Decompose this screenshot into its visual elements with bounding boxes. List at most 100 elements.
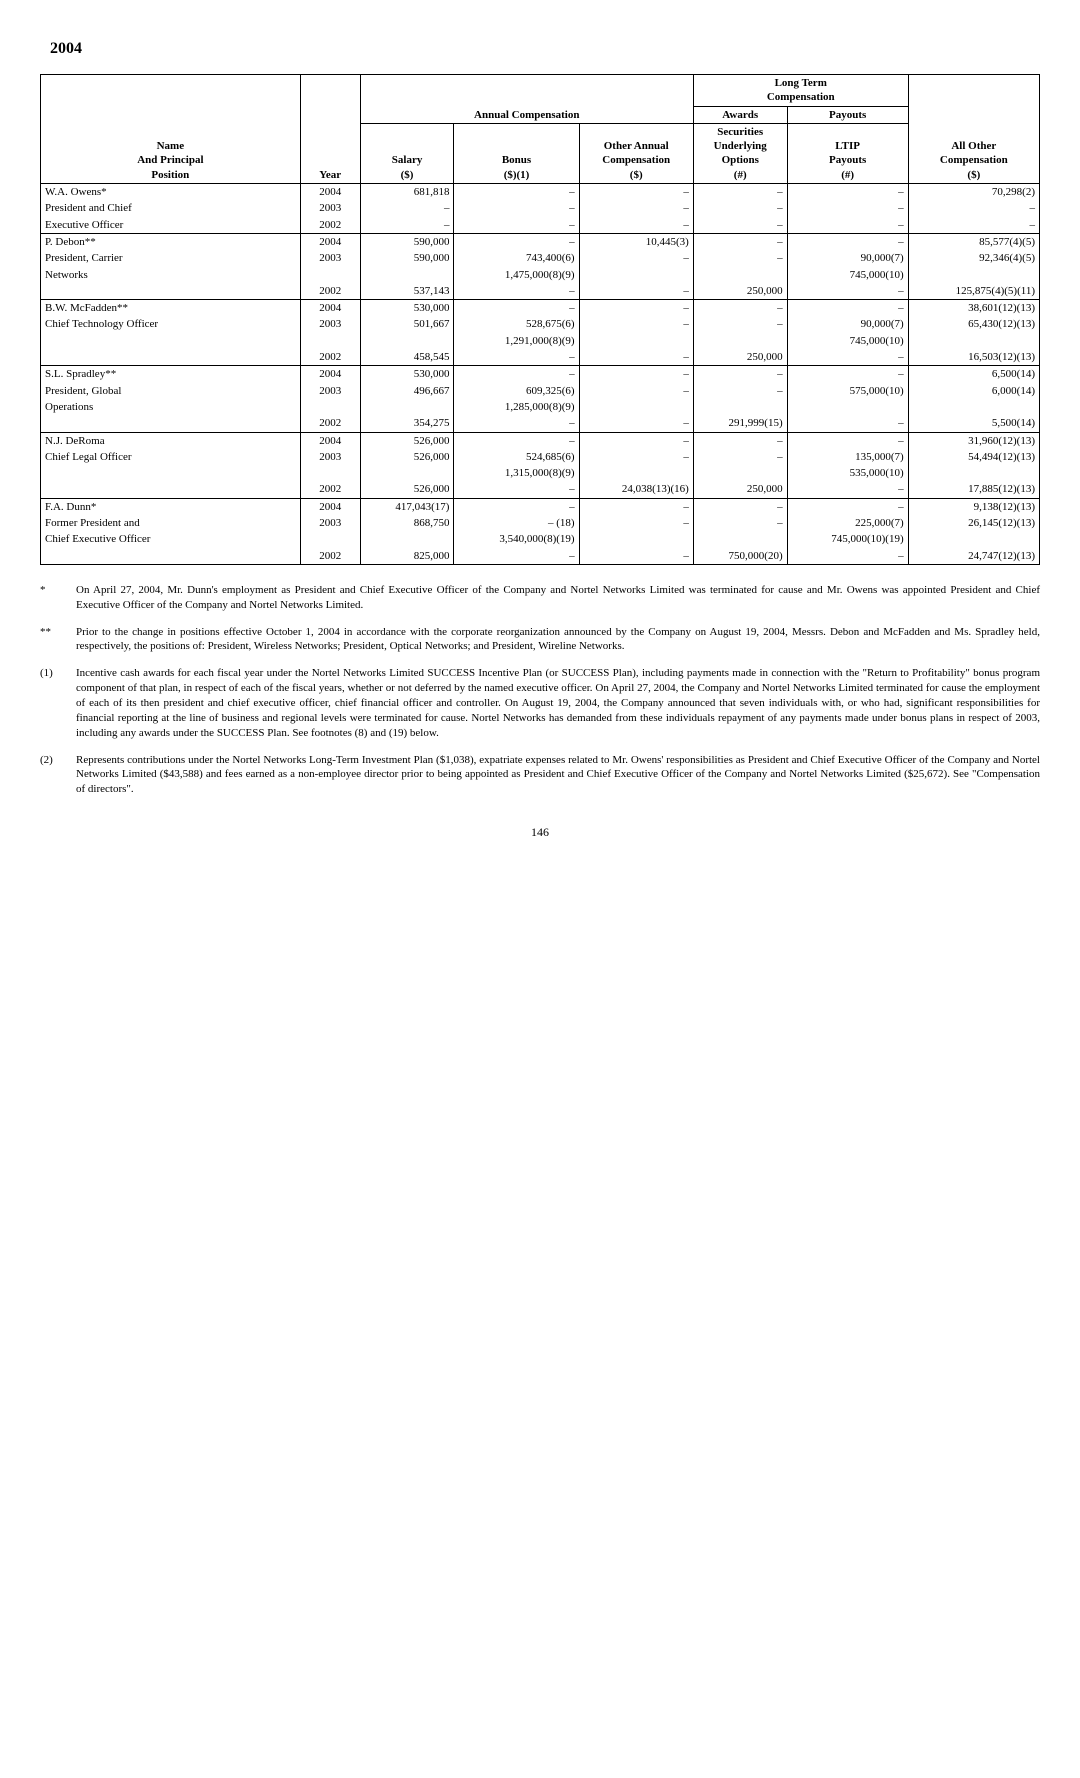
hdr-bonus: Bonus($)(1)	[454, 123, 579, 183]
bonus-cell: 524,685(6)	[454, 449, 579, 465]
other-cell: –	[579, 366, 693, 383]
salary-cell: 681,818	[360, 184, 454, 201]
other-cell: –	[579, 184, 693, 201]
name-cell: B.W. McFadden**	[41, 300, 301, 317]
bonus-cell: 528,675(6)	[454, 316, 579, 332]
allother-cell	[908, 531, 1039, 547]
name-cell: Chief Technology Officer	[41, 316, 301, 332]
allother-cell: 92,346(4)(5)	[908, 250, 1039, 266]
other-cell	[579, 333, 693, 349]
footnote-marker: (1)	[40, 666, 76, 740]
year-cell: 2002	[300, 481, 360, 498]
name-cell	[41, 415, 301, 432]
securities-cell: –	[693, 449, 787, 465]
securities-cell: –	[693, 432, 787, 449]
ltip-cell: –	[787, 200, 908, 216]
salary-cell: 501,667	[360, 316, 454, 332]
bonus-cell: 1,285,000(8)(9)	[454, 399, 579, 415]
ltip-cell: –	[787, 481, 908, 498]
footnote: (2)Represents contributions under the No…	[40, 753, 1040, 798]
allother-cell: 54,494(12)(13)	[908, 449, 1039, 465]
name-cell	[41, 465, 301, 481]
allother-cell: 5,500(14)	[908, 415, 1039, 432]
bonus-cell: –	[454, 481, 579, 498]
year-cell: 2002	[300, 415, 360, 432]
year-cell: 2002	[300, 217, 360, 234]
other-cell: –	[579, 515, 693, 531]
year-cell: 2002	[300, 548, 360, 565]
name-cell	[41, 548, 301, 565]
other-cell: –	[579, 250, 693, 266]
hdr-year: Year	[300, 123, 360, 183]
year-cell: 2003	[300, 316, 360, 332]
allother-cell	[908, 399, 1039, 415]
securities-cell	[693, 333, 787, 349]
salary-cell: –	[360, 217, 454, 234]
bonus-cell: 743,400(6)	[454, 250, 579, 266]
ltip-cell: –	[787, 300, 908, 317]
ltip-cell: 135,000(7)	[787, 449, 908, 465]
allother-cell	[908, 333, 1039, 349]
bonus-cell: 3,540,000(8)(19)	[454, 531, 579, 547]
other-cell	[579, 267, 693, 283]
other-cell: –	[579, 283, 693, 300]
ltip-cell: –	[787, 184, 908, 201]
year-cell: 2003	[300, 200, 360, 216]
compensation-table: Long TermCompensation Annual Compensatio…	[40, 74, 1040, 565]
securities-cell: –	[693, 300, 787, 317]
securities-cell: –	[693, 316, 787, 332]
bonus-cell: –	[454, 415, 579, 432]
year-cell	[300, 267, 360, 283]
ltip-cell: 745,000(10)	[787, 333, 908, 349]
hdr-annual: Annual Compensation	[360, 106, 693, 123]
other-cell: –	[579, 432, 693, 449]
salary-cell: 354,275	[360, 415, 454, 432]
salary-cell: 530,000	[360, 300, 454, 317]
year-cell: 2002	[300, 283, 360, 300]
footnote-marker: **	[40, 625, 76, 655]
securities-cell: –	[693, 366, 787, 383]
allother-cell	[908, 267, 1039, 283]
ltip-cell: –	[787, 498, 908, 515]
year-cell: 2003	[300, 515, 360, 531]
securities-cell: 291,999(15)	[693, 415, 787, 432]
ltip-cell: 535,000(10)	[787, 465, 908, 481]
bonus-cell: 1,291,000(8)(9)	[454, 333, 579, 349]
securities-cell: –	[693, 184, 787, 201]
allother-cell: 16,503(12)(13)	[908, 349, 1039, 366]
other-cell: –	[579, 548, 693, 565]
securities-cell: –	[693, 217, 787, 234]
allother-cell: 17,885(12)(13)	[908, 481, 1039, 498]
securities-cell	[693, 531, 787, 547]
ltip-cell: 90,000(7)	[787, 316, 908, 332]
other-cell: –	[579, 200, 693, 216]
ltip-cell: –	[787, 283, 908, 300]
ltip-cell: –	[787, 366, 908, 383]
bonus-cell: –	[454, 498, 579, 515]
name-cell: W.A. Owens*	[41, 184, 301, 201]
name-cell: P. Debon**	[41, 233, 301, 250]
bonus-cell: 1,315,000(8)(9)	[454, 465, 579, 481]
allother-cell: 65,430(12)(13)	[908, 316, 1039, 332]
year-cell	[300, 531, 360, 547]
hdr-allother: All OtherCompensation($)	[908, 123, 1039, 183]
hdr-ltip: LTIPPayouts(#)	[787, 123, 908, 183]
allother-cell: 38,601(12)(13)	[908, 300, 1039, 317]
hdr-longterm: Long TermCompensation	[693, 75, 908, 107]
bonus-cell: –	[454, 283, 579, 300]
ltip-cell: 575,000(10)	[787, 383, 908, 399]
bonus-cell: –	[454, 217, 579, 234]
salary-cell: 526,000	[360, 432, 454, 449]
securities-cell: 250,000	[693, 349, 787, 366]
ltip-cell: 745,000(10)(19)	[787, 531, 908, 547]
hdr-other: Other AnnualCompensation($)	[579, 123, 693, 183]
hdr-payouts: Payouts	[787, 106, 908, 123]
salary-cell	[360, 399, 454, 415]
bonus-cell: –	[454, 300, 579, 317]
ltip-cell: –	[787, 233, 908, 250]
bonus-cell: –	[454, 432, 579, 449]
hdr-awards: Awards	[693, 106, 787, 123]
name-cell: Chief Executive Officer	[41, 531, 301, 547]
salary-cell: –	[360, 200, 454, 216]
footnote-text: Represents contributions under the Norte…	[76, 753, 1040, 798]
